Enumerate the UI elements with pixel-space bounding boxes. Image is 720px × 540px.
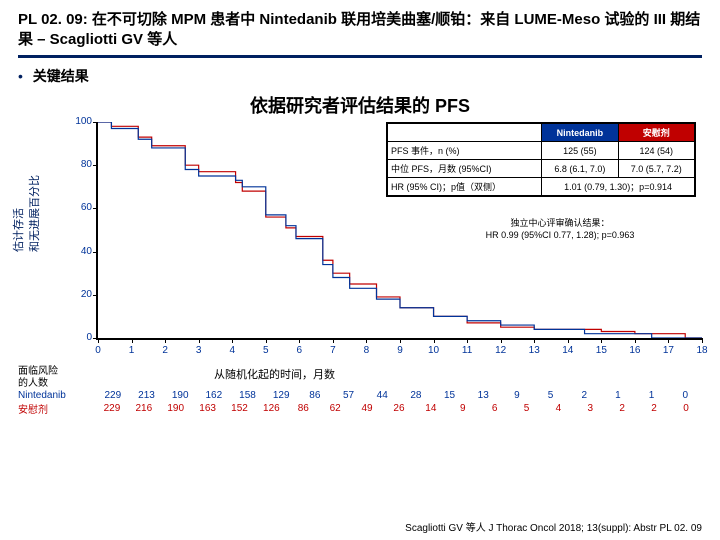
bullet-dot: •: [18, 68, 23, 84]
bullet-text: 关键结果: [33, 68, 89, 84]
page-title: PL 02. 09: 在不可切除 MPM 患者中 Nintedanib 联用培美…: [18, 10, 702, 49]
km-plot: Nintedanib安慰剂PFS 事件，n (%)125 (55)124 (54…: [96, 122, 702, 340]
at-risk-label: 面临风险的人数: [18, 366, 76, 390]
chart-annotation: 独立中心评审确认结果：HR 0.99 (95%CI 0.77, 1.28); p…: [450, 218, 670, 241]
header-rule: [18, 55, 702, 58]
chart-container: 估计存活和无进展百分比 Nintedanib安慰剂PFS 事件，n (%)125…: [18, 122, 702, 362]
stats-table: Nintedanib安慰剂PFS 事件，n (%)125 (55)124 (54…: [386, 122, 696, 197]
citation: Scagliotti GV 等人 J Thorac Oncol 2018; 13…: [405, 519, 702, 534]
x-axis-label: 从随机化起的时间，月数: [214, 366, 335, 390]
key-results-bullet: • 关键结果: [0, 66, 720, 92]
y-axis-label: 估计存活和无进展百分比: [10, 232, 42, 252]
chart-title: 依据研究者评估结果的 PFS: [0, 92, 720, 118]
at-risk-table: 面临风险的人数 从随机化起的时间，月数 Nintedanib2292131901…: [18, 366, 702, 416]
